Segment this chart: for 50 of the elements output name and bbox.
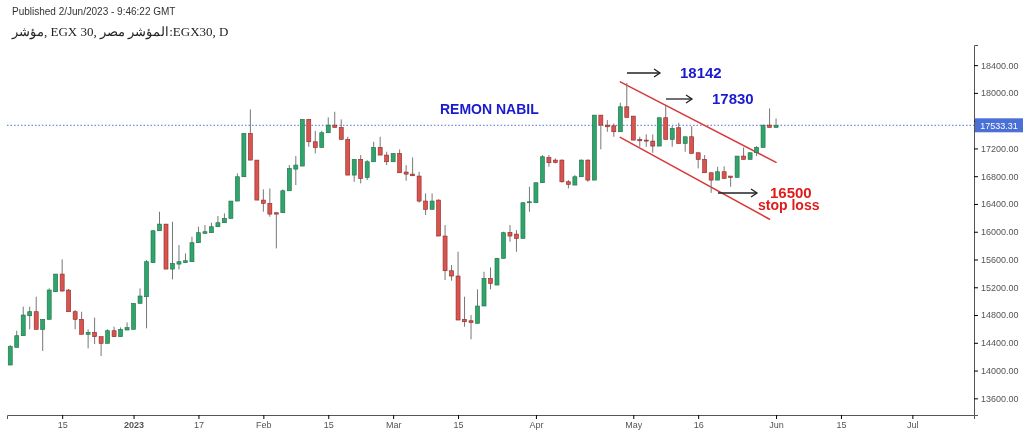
candlestick <box>306 118 312 148</box>
y-tick-label: 15600.00 <box>981 254 1019 265</box>
candlestick <box>488 266 493 290</box>
x-tick-label: Apr <box>529 420 544 431</box>
candlestick <box>598 114 604 150</box>
x-tick-label: Jul <box>907 420 919 431</box>
x-tick-label: May <box>625 420 643 431</box>
annotation: REMON NABIL <box>440 101 540 117</box>
y-tick-label: 14000.00 <box>981 365 1019 376</box>
x-tick-label: Feb <box>256 420 272 431</box>
candlestick <box>624 82 630 118</box>
y-tick-label: 16800.00 <box>981 171 1019 182</box>
y-tick-label: 13600.00 <box>981 393 1019 404</box>
chart-title: مؤشر, EGX 30, المؤشر مصر:EGX30, D <box>11 24 229 40</box>
text: Published 2/Jun/2023 - 9:46:22 GMT <box>12 6 176 17</box>
candlestick <box>767 107 772 128</box>
x-tick-label: 2023 <box>124 420 145 431</box>
y-tick-label: 14800.00 <box>981 310 1019 321</box>
candlestick <box>689 125 694 154</box>
y-tick-label: 16000.00 <box>981 227 1019 238</box>
x-tick-label: 16 <box>693 420 704 431</box>
x-tick-label: 15 <box>836 420 847 431</box>
y-tick-label: 18000.00 <box>981 88 1019 99</box>
candlestick <box>773 117 779 128</box>
annotation: 17830 <box>712 90 754 107</box>
candlestick <box>280 188 286 214</box>
y-tick-label: 16400.00 <box>981 199 1019 210</box>
candlestick <box>669 125 675 148</box>
x-tick-label: 15 <box>453 420 464 431</box>
y-tick-label: 18400.00 <box>981 60 1019 71</box>
candlestick <box>358 154 364 184</box>
y-tick-label: 14400.00 <box>981 338 1019 349</box>
candlestick <box>40 318 46 352</box>
y-tick-label: 15200.00 <box>981 282 1019 293</box>
x-tick-label: 17 <box>193 420 204 431</box>
x-tick-label: Jun <box>769 420 784 431</box>
candlestick <box>585 158 591 183</box>
x-tick-label: Mar <box>385 420 402 431</box>
candlestick <box>351 158 357 183</box>
annotation: 18142 <box>680 64 722 81</box>
candlestick <box>676 122 682 144</box>
candlestick <box>663 104 669 140</box>
x-tick-label: 15 <box>57 420 68 431</box>
candlestick <box>33 296 39 330</box>
candlestick <box>85 328 91 349</box>
candlestick <box>312 130 318 154</box>
ref-line-label: 17533.31 <box>980 120 1018 131</box>
y-tick-label: 17200.00 <box>981 143 1019 154</box>
x-tick-label: 15 <box>323 420 334 431</box>
candlestick <box>734 155 740 178</box>
